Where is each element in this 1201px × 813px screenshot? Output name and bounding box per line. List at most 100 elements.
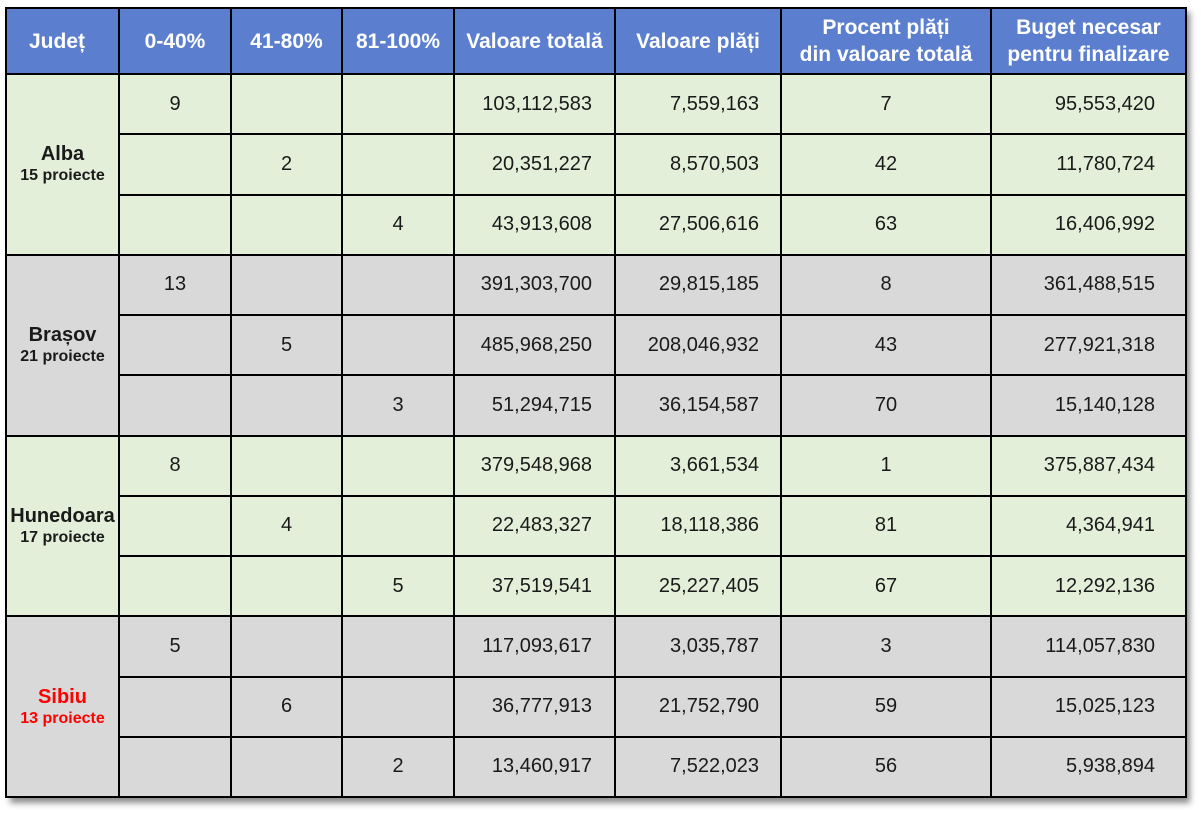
cell-0-40 — [118, 735, 232, 799]
cell-buget: 4,364,941 — [990, 494, 1187, 558]
header-procent-plati: Procent plăți din valoare totală — [780, 7, 992, 75]
table-row: 3 51,294,715 36,154,587 70 15,140,128 — [6, 374, 1187, 437]
cell-41-80: 5 — [230, 313, 343, 377]
cell-valoare-totala: 103,112,583 — [453, 72, 616, 136]
county-projects: 21 proiecte — [20, 348, 105, 366]
cell-valoare-totala: 22,483,327 — [453, 494, 616, 558]
header-valoare-totala: Valoare totală — [453, 7, 616, 75]
cell-41-80 — [230, 615, 343, 678]
county-cell-sibiu: Sibiu 13 proiecte — [5, 615, 120, 798]
cell-81-100: 5 — [341, 554, 455, 618]
cell-valoare-plati: 25,227,405 — [614, 554, 782, 618]
cell-procent: 70 — [780, 374, 992, 437]
table-row: Alba 15 proiecte 9 103,112,583 7,559,163… — [5, 72, 1187, 256]
header-valoare-plati: Valoare plăți — [614, 7, 782, 75]
county-name: Brașov — [28, 324, 97, 347]
cell-valoare-plati: 18,118,386 — [614, 494, 782, 558]
county-projects: 15 proiecte — [20, 167, 105, 185]
table-row: Sibiu 13 proiecte 5 117,093,617 3,035,78… — [5, 615, 1187, 798]
cell-valoare-totala: 391,303,700 — [453, 253, 616, 317]
cell-0-40 — [118, 313, 232, 377]
header-row: Județ 0-40% 41-80% 81-100% Valoare total… — [5, 7, 1187, 75]
cell-buget: 361,488,515 — [990, 253, 1187, 317]
cell-buget: 11,780,724 — [990, 133, 1187, 196]
header-buget-line2: pentru finalizare — [1007, 43, 1170, 66]
county-cell-hunedoara: Hunedoara 17 proiecte — [5, 434, 120, 618]
cell-41-80 — [230, 434, 343, 497]
cell-buget: 95,553,420 — [990, 72, 1187, 136]
cell-81-100 — [341, 615, 455, 678]
cell-buget: 15,025,123 — [990, 675, 1187, 738]
cell-0-40 — [118, 133, 232, 196]
header-buget-line1: Buget necesar — [1016, 16, 1161, 39]
cell-41-80: 6 — [230, 675, 343, 738]
cell-procent: 43 — [780, 313, 992, 377]
header-procent-line2: din valoare totală — [799, 43, 973, 66]
cell-procent: 42 — [780, 133, 992, 196]
cell-81-100 — [341, 434, 455, 497]
cell-valoare-totala: 117,093,617 — [453, 615, 616, 678]
cell-procent: 3 — [780, 615, 992, 678]
cell-buget: 5,938,894 — [990, 735, 1187, 799]
cell-81-100 — [341, 133, 455, 196]
cell-valoare-totala: 37,519,541 — [453, 554, 616, 618]
cell-0-40: 8 — [118, 434, 232, 497]
table-row: 6 36,777,913 21,752,790 59 15,025,123 — [6, 675, 1187, 738]
header-41-80: 41-80% — [230, 7, 343, 75]
cell-0-40: 5 — [118, 615, 232, 678]
header-0-40: 0-40% — [118, 7, 232, 75]
cell-valoare-totala: 51,294,715 — [453, 374, 616, 437]
cell-81-100 — [341, 675, 455, 738]
cell-procent: 81 — [780, 494, 992, 558]
cell-0-40 — [118, 374, 232, 437]
cell-buget: 15,140,128 — [990, 374, 1187, 437]
county-name: Sibiu — [38, 685, 87, 708]
cell-0-40: 9 — [118, 72, 232, 136]
header-procent-line1: Procent plăți — [822, 16, 950, 39]
cell-procent: 59 — [780, 675, 992, 738]
cell-buget: 16,406,992 — [990, 193, 1187, 256]
cell-procent: 8 — [780, 253, 992, 317]
cell-procent: 1 — [780, 434, 992, 497]
cell-81-100 — [341, 72, 455, 136]
table-row: 5 485,968,250 208,046,932 43 277,921,318 — [6, 313, 1187, 377]
header-buget-necesar: Buget necesar pentru finalizare — [990, 7, 1187, 75]
table-row: 2 20,351,227 8,570,503 42 11,780,724 — [6, 133, 1187, 196]
table-row: 5 37,519,541 25,227,405 67 12,292,136 — [6, 554, 1187, 618]
cell-41-80 — [230, 735, 343, 799]
cell-procent: 67 — [780, 554, 992, 618]
cell-valoare-totala: 485,968,250 — [453, 313, 616, 377]
table-row: 4 43,913,608 27,506,616 63 16,406,992 — [6, 193, 1187, 256]
cell-procent: 7 — [780, 72, 992, 136]
cell-valoare-plati: 3,035,787 — [614, 615, 782, 678]
cell-valoare-totala: 13,460,917 — [453, 735, 616, 799]
header-81-100: 81-100% — [341, 7, 455, 75]
table-row: Brașov 21 proiecte 13 391,303,700 29,815… — [5, 253, 1187, 437]
cell-valoare-plati: 7,522,023 — [614, 735, 782, 799]
county-name: Alba — [40, 143, 85, 166]
cell-valoare-plati: 3,661,534 — [614, 434, 782, 497]
cell-81-100: 4 — [341, 193, 455, 256]
cell-valoare-plati: 21,752,790 — [614, 675, 782, 738]
cell-41-80: 4 — [230, 494, 343, 558]
cell-valoare-plati: 27,506,616 — [614, 193, 782, 256]
cell-buget: 375,887,434 — [990, 434, 1187, 497]
cell-valoare-totala: 379,548,968 — [453, 434, 616, 497]
cell-81-100 — [341, 494, 455, 558]
cell-41-80 — [230, 253, 343, 317]
cell-0-40 — [118, 675, 232, 738]
cell-valoare-plati: 208,046,932 — [614, 313, 782, 377]
cell-81-100: 3 — [341, 374, 455, 437]
cell-valoare-plati: 29,815,185 — [614, 253, 782, 317]
cell-81-100: 2 — [341, 735, 455, 799]
cell-valoare-plati: 8,570,503 — [614, 133, 782, 196]
county-cell-brasov: Brașov 21 proiecte — [5, 253, 120, 437]
county-projects: 13 proiecte — [20, 709, 105, 727]
cell-valoare-plati: 36,154,587 — [614, 374, 782, 437]
cell-81-100 — [341, 313, 455, 377]
cell-81-100 — [341, 253, 455, 317]
cell-procent: 56 — [780, 735, 992, 799]
table-row: 2 13,460,917 7,522,023 56 5,938,894 — [6, 735, 1187, 799]
cell-41-80 — [230, 554, 343, 618]
cell-41-80 — [230, 72, 343, 136]
